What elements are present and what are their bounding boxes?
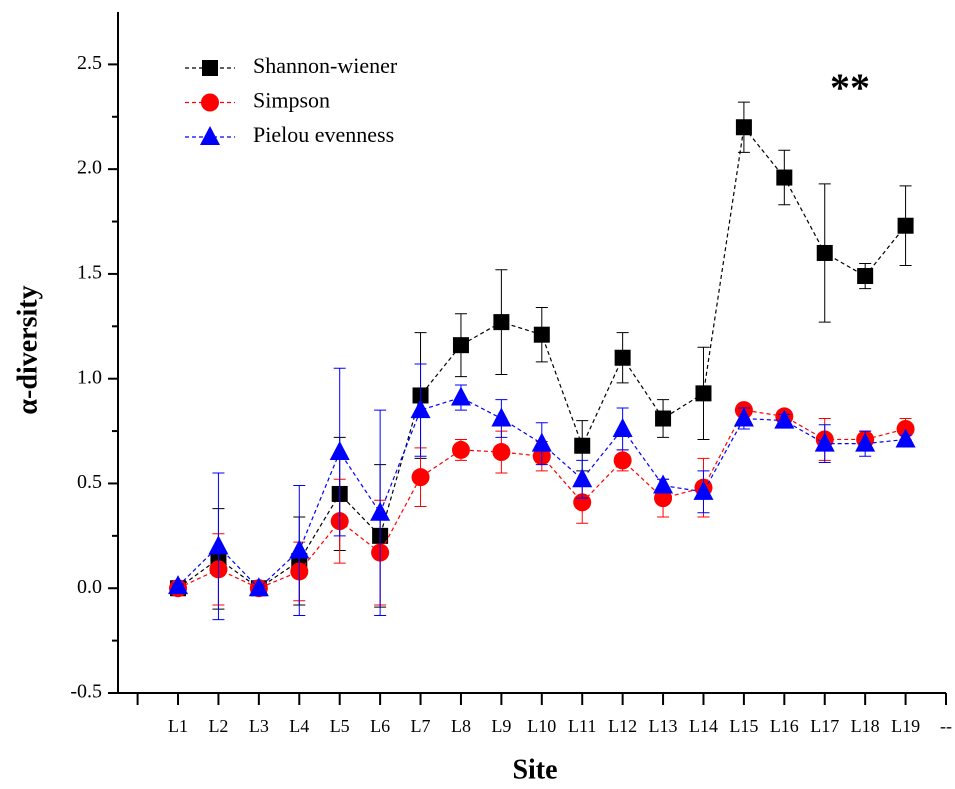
- data-point: [492, 443, 511, 462]
- data-point: [574, 437, 591, 454]
- x-tick-label: L6: [370, 716, 390, 736]
- x-tick-label: L14: [689, 716, 718, 736]
- data-point: [774, 409, 795, 429]
- x-tick-label: L18: [851, 716, 880, 736]
- data-point: [533, 326, 550, 343]
- data-point: [531, 432, 552, 452]
- x-tick-label: L16: [770, 716, 799, 736]
- y-tick-label: -0.5: [70, 681, 102, 703]
- data-point: [410, 399, 431, 419]
- y-tick-label: 0.0: [77, 576, 102, 598]
- data-point: [816, 244, 833, 261]
- data-point: [289, 539, 310, 559]
- legend-label: Shannon-wiener: [253, 53, 398, 78]
- data-point: [612, 417, 633, 437]
- x-tick-label: L19: [891, 716, 920, 736]
- legend-label: Simpson: [253, 88, 330, 113]
- y-tick-label: 0.5: [77, 471, 102, 493]
- annotation: **: [830, 65, 870, 110]
- data-point: [733, 407, 754, 427]
- data-point: [493, 314, 510, 331]
- data-point: [370, 501, 391, 521]
- data-point: [450, 386, 471, 406]
- data-point: [208, 535, 229, 555]
- data-point: [452, 337, 469, 354]
- data-point: [814, 432, 835, 452]
- y-tick-label: 1.0: [77, 366, 102, 388]
- data-point: [895, 428, 916, 448]
- x-tick-label: L17: [810, 716, 839, 736]
- x-tick-label: L8: [451, 716, 471, 736]
- data-point: [613, 451, 632, 470]
- data-point: [855, 432, 876, 452]
- x-tick-label: L9: [491, 716, 511, 736]
- data-point: [451, 440, 470, 459]
- data-point: [614, 349, 631, 366]
- y-tick-label: 2.5: [77, 52, 102, 74]
- x-tick-label: L1: [168, 716, 188, 736]
- data-point: [168, 575, 189, 595]
- data-point: [654, 489, 673, 508]
- y-axis-title: α-diversity: [12, 285, 43, 414]
- legend-label: Pielou evenness: [253, 122, 394, 147]
- x-tick-label: L15: [729, 716, 758, 736]
- x-tick-label: --: [940, 716, 952, 736]
- x-tick-label: L12: [608, 716, 637, 736]
- x-tick-label: L13: [649, 716, 678, 736]
- data-point: [695, 385, 712, 402]
- x-tick-label: L3: [249, 716, 269, 736]
- legend-marker: [201, 93, 219, 112]
- data-point: [248, 577, 269, 597]
- y-tick-label: 2.0: [77, 157, 102, 179]
- data-point: [655, 410, 672, 427]
- data-point: [653, 474, 674, 494]
- legend-marker: [202, 60, 218, 76]
- data-point: [693, 480, 714, 500]
- x-tick-label: L4: [289, 716, 309, 736]
- data-point: [897, 217, 914, 234]
- data-point: [329, 441, 350, 461]
- data-point: [857, 268, 874, 285]
- x-tick-label: L2: [208, 716, 228, 736]
- data-point: [411, 468, 430, 487]
- data-point: [735, 119, 752, 136]
- data-point: [776, 169, 793, 186]
- data-point: [572, 468, 593, 488]
- x-tick-label: L11: [568, 716, 596, 736]
- x-tick-label: L5: [330, 716, 350, 736]
- x-tick-label: L10: [527, 716, 556, 736]
- y-tick-label: 1.5: [77, 262, 102, 284]
- x-tick-label: L7: [411, 716, 431, 736]
- data-point: [491, 407, 512, 427]
- x-axis-title: Site: [512, 754, 557, 785]
- legend-marker: [200, 126, 220, 145]
